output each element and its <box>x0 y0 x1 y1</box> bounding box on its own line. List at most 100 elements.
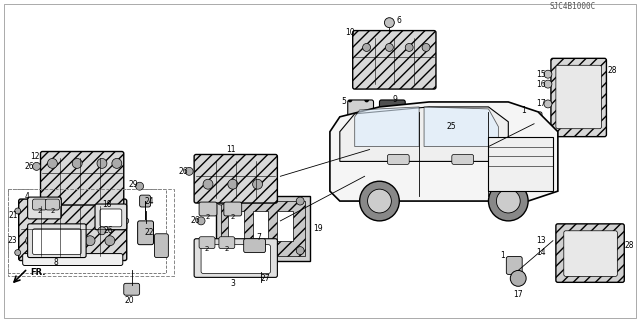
Text: 2: 2 <box>205 246 209 252</box>
Circle shape <box>15 250 20 256</box>
Text: FR.: FR. <box>31 268 46 277</box>
FancyBboxPatch shape <box>224 202 242 216</box>
FancyBboxPatch shape <box>124 283 140 295</box>
Text: 28: 28 <box>625 241 634 250</box>
Text: 5: 5 <box>341 97 346 107</box>
Circle shape <box>363 43 371 51</box>
FancyBboxPatch shape <box>45 199 60 210</box>
FancyBboxPatch shape <box>28 224 86 257</box>
Text: 1: 1 <box>500 251 505 260</box>
Polygon shape <box>424 107 499 146</box>
Text: 29: 29 <box>129 180 138 189</box>
Bar <box>277 211 293 241</box>
Bar <box>8 189 166 273</box>
Circle shape <box>422 43 430 51</box>
Text: 13: 13 <box>536 236 546 245</box>
Text: 26: 26 <box>190 216 200 226</box>
Circle shape <box>497 189 520 213</box>
Circle shape <box>228 179 237 189</box>
Text: 9: 9 <box>393 95 398 104</box>
Text: 2: 2 <box>50 208 54 214</box>
Circle shape <box>367 189 391 213</box>
Text: 14: 14 <box>536 248 546 257</box>
Circle shape <box>15 208 20 214</box>
Circle shape <box>253 179 262 189</box>
FancyBboxPatch shape <box>154 234 168 257</box>
Text: 25: 25 <box>446 122 456 131</box>
Bar <box>221 201 305 256</box>
FancyBboxPatch shape <box>33 229 81 255</box>
Bar <box>228 211 244 241</box>
Circle shape <box>197 217 205 225</box>
FancyBboxPatch shape <box>138 221 154 245</box>
Bar <box>488 137 553 191</box>
FancyBboxPatch shape <box>556 224 624 282</box>
FancyBboxPatch shape <box>40 152 124 205</box>
Circle shape <box>385 43 394 51</box>
Text: 24: 24 <box>145 197 154 205</box>
Text: 10: 10 <box>345 28 355 37</box>
Text: 17: 17 <box>513 290 523 299</box>
FancyBboxPatch shape <box>551 58 607 137</box>
FancyBboxPatch shape <box>429 118 448 140</box>
Text: 1: 1 <box>521 106 525 115</box>
Text: 19: 19 <box>313 224 323 233</box>
Circle shape <box>405 43 413 51</box>
Text: 8: 8 <box>54 258 59 267</box>
FancyBboxPatch shape <box>95 204 127 230</box>
Circle shape <box>433 124 445 136</box>
Circle shape <box>33 162 40 170</box>
FancyBboxPatch shape <box>199 202 217 216</box>
Circle shape <box>544 70 552 78</box>
Bar <box>253 211 268 241</box>
FancyBboxPatch shape <box>140 195 150 207</box>
Text: 28: 28 <box>607 66 617 75</box>
Circle shape <box>112 159 122 168</box>
Text: 4: 4 <box>24 192 29 201</box>
FancyBboxPatch shape <box>348 100 374 136</box>
FancyBboxPatch shape <box>33 199 47 210</box>
Circle shape <box>217 197 225 205</box>
Circle shape <box>123 218 129 224</box>
Circle shape <box>26 236 36 246</box>
Text: 15: 15 <box>536 70 546 79</box>
Circle shape <box>385 18 394 28</box>
Circle shape <box>544 80 552 88</box>
FancyBboxPatch shape <box>201 245 271 273</box>
FancyBboxPatch shape <box>194 154 277 203</box>
Text: 21: 21 <box>8 211 17 220</box>
Circle shape <box>105 236 115 246</box>
Text: 2: 2 <box>206 214 210 220</box>
Circle shape <box>360 181 399 221</box>
Text: 27: 27 <box>260 274 270 283</box>
FancyBboxPatch shape <box>526 112 542 130</box>
FancyBboxPatch shape <box>199 237 215 249</box>
Text: 7: 7 <box>256 233 261 242</box>
Circle shape <box>72 159 82 168</box>
Circle shape <box>510 271 526 286</box>
Text: 3: 3 <box>230 279 236 288</box>
FancyBboxPatch shape <box>387 154 409 164</box>
Text: 2: 2 <box>225 246 229 252</box>
Text: 2: 2 <box>230 214 235 220</box>
FancyBboxPatch shape <box>556 65 602 129</box>
FancyBboxPatch shape <box>506 256 522 274</box>
Text: 16: 16 <box>536 80 546 89</box>
Circle shape <box>296 197 304 205</box>
FancyBboxPatch shape <box>19 199 127 261</box>
FancyBboxPatch shape <box>100 209 122 227</box>
Text: 26: 26 <box>179 167 188 176</box>
Text: SJC4B1000C: SJC4B1000C <box>549 2 596 11</box>
Circle shape <box>488 181 528 221</box>
Circle shape <box>85 236 95 246</box>
Text: 20: 20 <box>125 296 134 305</box>
Text: 22: 22 <box>145 228 154 237</box>
Text: 2: 2 <box>37 208 42 214</box>
Circle shape <box>97 159 107 168</box>
Polygon shape <box>216 196 310 261</box>
Circle shape <box>45 236 56 246</box>
Circle shape <box>185 167 193 175</box>
Text: 26: 26 <box>25 162 35 171</box>
FancyBboxPatch shape <box>246 258 275 274</box>
Circle shape <box>296 247 304 255</box>
